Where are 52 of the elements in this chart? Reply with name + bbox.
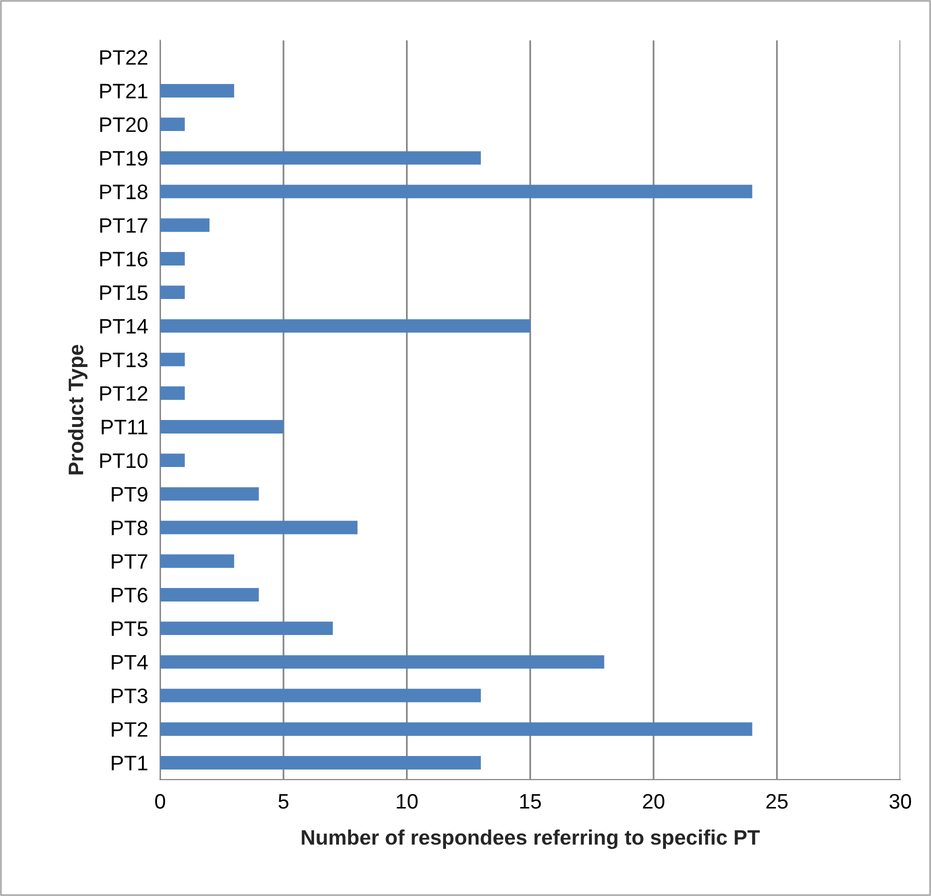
x-tick-label: 30 bbox=[889, 794, 912, 809]
bar bbox=[160, 722, 752, 736]
y-tick-label: PT20 bbox=[100, 117, 148, 132]
bar bbox=[160, 756, 481, 770]
y-tick-label: PT15 bbox=[100, 286, 148, 300]
bar bbox=[160, 520, 358, 534]
bar bbox=[160, 184, 752, 198]
y-tick-label: PT2 bbox=[112, 722, 148, 737]
y-tick-label: PT22 bbox=[100, 50, 148, 65]
y-tick-label: PT9 bbox=[112, 486, 148, 502]
y-tick-label: PT18 bbox=[100, 184, 148, 200]
bar bbox=[160, 420, 284, 434]
bar bbox=[160, 118, 185, 132]
bar bbox=[160, 319, 530, 333]
x-tick-label: 25 bbox=[766, 794, 788, 809]
bar bbox=[160, 454, 185, 468]
y-tick-label: PT17 bbox=[100, 218, 148, 233]
y-tick-label: PT14 bbox=[100, 319, 148, 334]
bar bbox=[160, 218, 210, 232]
y-tick-label: PT12 bbox=[100, 386, 148, 401]
bar bbox=[160, 588, 259, 602]
y-tick-label: PT1 bbox=[112, 756, 148, 770]
bar bbox=[160, 151, 481, 165]
y-tick-label: PT6 bbox=[112, 588, 148, 602]
bar bbox=[160, 252, 185, 266]
y-tick-label: PT8 bbox=[112, 520, 148, 536]
bar bbox=[160, 352, 185, 366]
y-tick-label: PT11 bbox=[102, 420, 148, 434]
y-tick-label: PT4 bbox=[112, 655, 148, 670]
x-tick-label: 5 bbox=[278, 794, 288, 809]
y-tick-label: PT7 bbox=[112, 554, 148, 569]
bar bbox=[160, 655, 604, 669]
bar bbox=[160, 622, 333, 636]
y-tick-label: PT3 bbox=[112, 688, 148, 704]
x-tick-label: 10 bbox=[396, 794, 418, 809]
bar bbox=[160, 286, 185, 300]
y-tick-label: PT13 bbox=[100, 352, 148, 368]
bar bbox=[160, 487, 259, 501]
x-tick-label: 20 bbox=[643, 794, 664, 809]
y-tick-label: PT16 bbox=[100, 252, 148, 266]
x-axis-title: Number of respondees referring to specific PT bbox=[302, 829, 760, 850]
bar bbox=[160, 554, 234, 568]
bar bbox=[160, 688, 481, 702]
x-tick-label: 15 bbox=[520, 794, 541, 809]
bar bbox=[160, 386, 185, 400]
y-axis-title: Product Type bbox=[68, 344, 88, 474]
y-tick-label: PT19 bbox=[100, 150, 148, 166]
x-tick-label: 0 bbox=[155, 794, 166, 809]
y-tick-label: PT21 bbox=[100, 84, 148, 98]
y-tick-label: PT5 bbox=[112, 622, 148, 636]
bar bbox=[160, 84, 234, 98]
y-tick-label: PT10 bbox=[100, 453, 148, 468]
